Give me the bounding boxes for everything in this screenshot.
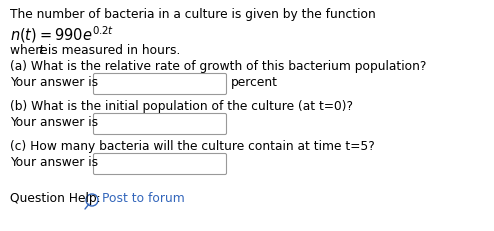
Text: Question Help:: Question Help:	[10, 192, 101, 205]
Text: The number of bacteria in a culture is given by the function: The number of bacteria in a culture is g…	[10, 8, 376, 21]
Text: Your answer is: Your answer is	[10, 116, 98, 129]
Text: Your answer is: Your answer is	[10, 76, 98, 89]
Text: (a) What is the relative rate of growth of this bacterium population?: (a) What is the relative rate of growth …	[10, 60, 426, 73]
FancyBboxPatch shape	[93, 73, 227, 94]
FancyBboxPatch shape	[93, 113, 227, 134]
Text: Post to forum: Post to forum	[102, 192, 185, 205]
Text: $n(t) = 990e^{0.2t}$: $n(t) = 990e^{0.2t}$	[10, 24, 114, 45]
Text: Your answer is: Your answer is	[10, 156, 98, 169]
Text: (c) How many bacteria will the culture contain at time t=5?: (c) How many bacteria will the culture c…	[10, 140, 375, 153]
Text: percent: percent	[231, 76, 278, 89]
Text: where: where	[10, 44, 51, 57]
FancyBboxPatch shape	[93, 154, 227, 174]
Text: (b) What is the initial population of the culture (at t=0)?: (b) What is the initial population of th…	[10, 100, 353, 113]
Text: t: t	[38, 44, 43, 57]
Text: is measured in hours.: is measured in hours.	[44, 44, 180, 57]
